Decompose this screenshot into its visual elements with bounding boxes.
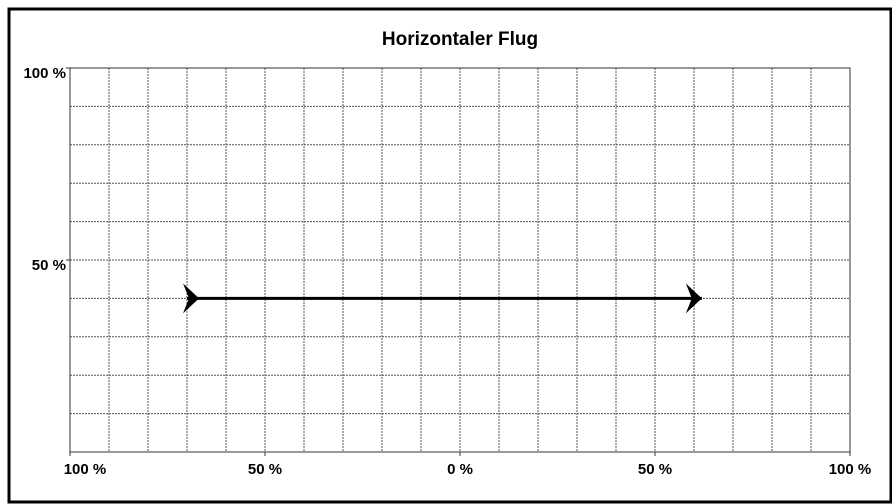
frame bbox=[7, 7, 892, 504]
y-tick-label: 50 % bbox=[32, 257, 66, 274]
x-tick-label: 50 % bbox=[248, 461, 282, 478]
x-tick-label: 0 % bbox=[447, 461, 473, 478]
arrow-head bbox=[685, 283, 702, 314]
arrow-tail bbox=[183, 283, 199, 314]
x-tick-label: 50 % bbox=[638, 461, 672, 478]
chart-title: Horizontaler Flug bbox=[382, 29, 538, 50]
x-tick-label: 100 % bbox=[829, 461, 872, 478]
x-tick-label: 100 % bbox=[64, 461, 107, 478]
y-tick-label: 100 % bbox=[23, 65, 66, 82]
